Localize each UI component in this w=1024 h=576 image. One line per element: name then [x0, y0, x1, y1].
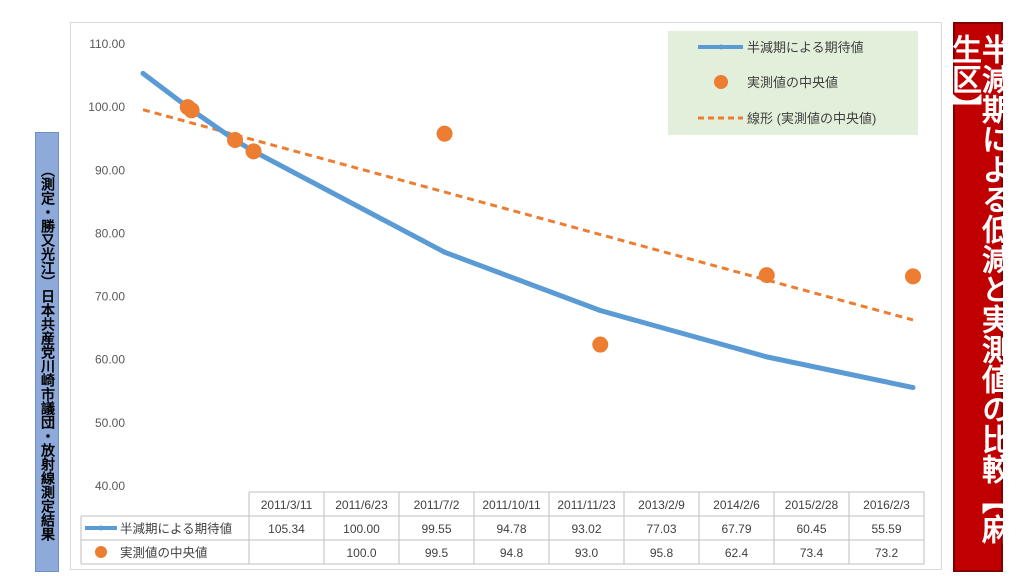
- scatter-series-layer: [179, 99, 921, 353]
- table-header-cell: 2011/11/23: [557, 498, 616, 512]
- trendline: [142, 108, 914, 322]
- table-value-cell: 93.02: [571, 522, 601, 536]
- title-banner: 半減期による低減と実測値の比較【麻生区】: [946, 22, 1011, 572]
- table-value-cell: 55.59: [871, 522, 901, 536]
- measured-point: [245, 143, 262, 160]
- table-dot-key: [95, 546, 107, 558]
- legend-label: 線形 (実測値の中央値): [747, 111, 876, 126]
- data-table: 2011/3/11 2011/6/23 2011/7/2 2011/10/11 2011…: [80, 491, 925, 565]
- table-value-cell: 100.0: [346, 546, 376, 560]
- table-row-label: 半減期による期待値: [120, 521, 232, 536]
- table-value-cell: 73.4: [800, 546, 824, 560]
- y-tick-label: 90.00: [95, 163, 125, 177]
- table-header-cell: 2015/2/28: [785, 498, 839, 512]
- table-value-cell: 99.5: [425, 546, 449, 560]
- y-tick-label: 50.00: [95, 416, 125, 430]
- table-value-cell: 62.4: [725, 546, 749, 560]
- table-row-label: 実測値の中央値: [120, 545, 208, 560]
- measured-point: [436, 125, 453, 142]
- table-value-cell: 99.55: [421, 522, 451, 536]
- y-tick-label: 110.00: [89, 37, 125, 51]
- side-label: （測定・勝又光江）日本共産党川崎市議団・放射線測定結果: [39, 163, 55, 541]
- expected-value-point: [764, 354, 770, 360]
- legend-dot-swatch: [714, 75, 728, 89]
- table-value-cell: 77.03: [646, 522, 676, 536]
- table-value-cell: 93.0: [575, 546, 599, 560]
- side-label-banner: （測定・勝又光江）日本共産党川崎市議団・放射線測定結果: [35, 132, 59, 572]
- table-header-cell: 2011/10/11: [482, 498, 541, 512]
- table-value-cell: 95.8: [650, 546, 674, 560]
- table-header-cell: 2011/7/2: [414, 498, 460, 512]
- expected-value-point: [442, 249, 448, 255]
- table-header-cell: 2013/2/9: [638, 498, 685, 512]
- y-tick-label: 80.00: [95, 226, 125, 240]
- y-tick-label: 100.00: [88, 100, 125, 114]
- measured-point: [758, 267, 775, 284]
- expected-value-point: [597, 308, 603, 314]
- table-header-cell: 2011/3/11: [261, 498, 313, 512]
- chart-frame: 110.00 100.00 90.00 80.00 70.00 60.00 50.00 40.…: [70, 22, 942, 570]
- table-header-cell: 2016/2/3: [863, 498, 910, 512]
- measured-point: [905, 268, 921, 285]
- table-value-cell: 67.79: [721, 522, 751, 536]
- measured-point: [183, 102, 200, 119]
- table-header-cell: 2014/2/6: [713, 498, 760, 512]
- table-line-key-marker: [98, 525, 104, 531]
- trendline-layer: [142, 108, 914, 322]
- table-value-cell: 94.8: [500, 546, 524, 560]
- legend-line-marker: [718, 44, 724, 50]
- table-header-cell: 2011/6/23: [335, 498, 388, 512]
- table-value-cell: 100.00: [343, 522, 380, 536]
- legend-label: 半減期による期待値: [747, 40, 864, 55]
- table-value-cell: 105.34: [268, 522, 305, 536]
- expected-value-point: [910, 385, 916, 391]
- y-axis: 110.00 100.00 90.00 80.00 70.00 60.00 50.00 40.…: [88, 37, 125, 493]
- measured-point: [592, 336, 609, 353]
- banner-title: 半減期による低減と実測値の比較【麻生区】: [946, 34, 1011, 544]
- table-value-cell: 73.2: [875, 546, 899, 560]
- table-value-cell: 60.45: [796, 522, 826, 536]
- y-tick-label: 60.00: [95, 353, 125, 367]
- legend-label: 実測値の中央値: [747, 75, 838, 90]
- y-tick-label: 40.00: [95, 479, 125, 493]
- chart: 110.00 100.00 90.00 80.00 70.00 60.00 50.00 40.…: [80, 31, 925, 565]
- expected-value-point: [140, 70, 146, 76]
- y-tick-label: 70.00: [95, 290, 125, 304]
- table-value-cell: 94.78: [496, 522, 526, 536]
- measured-point: [227, 131, 244, 148]
